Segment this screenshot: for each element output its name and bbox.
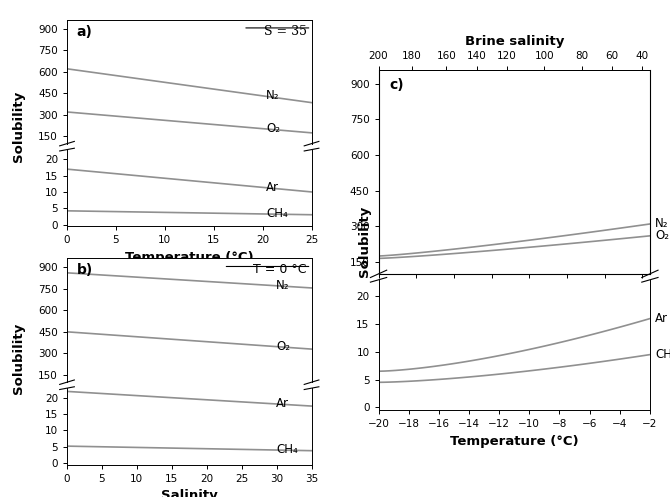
Text: O₂: O₂ (266, 122, 280, 135)
Text: CH₄: CH₄ (266, 207, 288, 221)
X-axis label: Temperature (°C): Temperature (°C) (450, 434, 578, 448)
X-axis label: Temperature (°C): Temperature (°C) (125, 250, 253, 264)
X-axis label: Brine salinity: Brine salinity (464, 35, 564, 48)
Text: a): a) (77, 25, 92, 39)
Text: O₂: O₂ (276, 340, 290, 353)
Text: N₂: N₂ (655, 218, 669, 231)
Text: N₂: N₂ (266, 89, 280, 102)
Text: c): c) (389, 78, 404, 92)
X-axis label: Salinity: Salinity (161, 489, 218, 497)
Text: T = 0 °C: T = 0 °C (253, 263, 307, 276)
Text: Ar: Ar (266, 181, 279, 194)
Text: b): b) (77, 263, 93, 277)
Text: CH₄: CH₄ (276, 443, 298, 456)
Text: N₂: N₂ (276, 279, 289, 292)
Text: O₂: O₂ (655, 229, 669, 243)
Text: Solubility: Solubility (12, 323, 25, 395)
Text: CH₄: CH₄ (655, 348, 670, 361)
Text: Ar: Ar (276, 397, 289, 410)
Text: Solubility: Solubility (358, 205, 371, 277)
Text: Solubility: Solubility (12, 91, 25, 163)
Text: S = 35: S = 35 (264, 25, 307, 38)
Text: Ar: Ar (655, 312, 669, 325)
